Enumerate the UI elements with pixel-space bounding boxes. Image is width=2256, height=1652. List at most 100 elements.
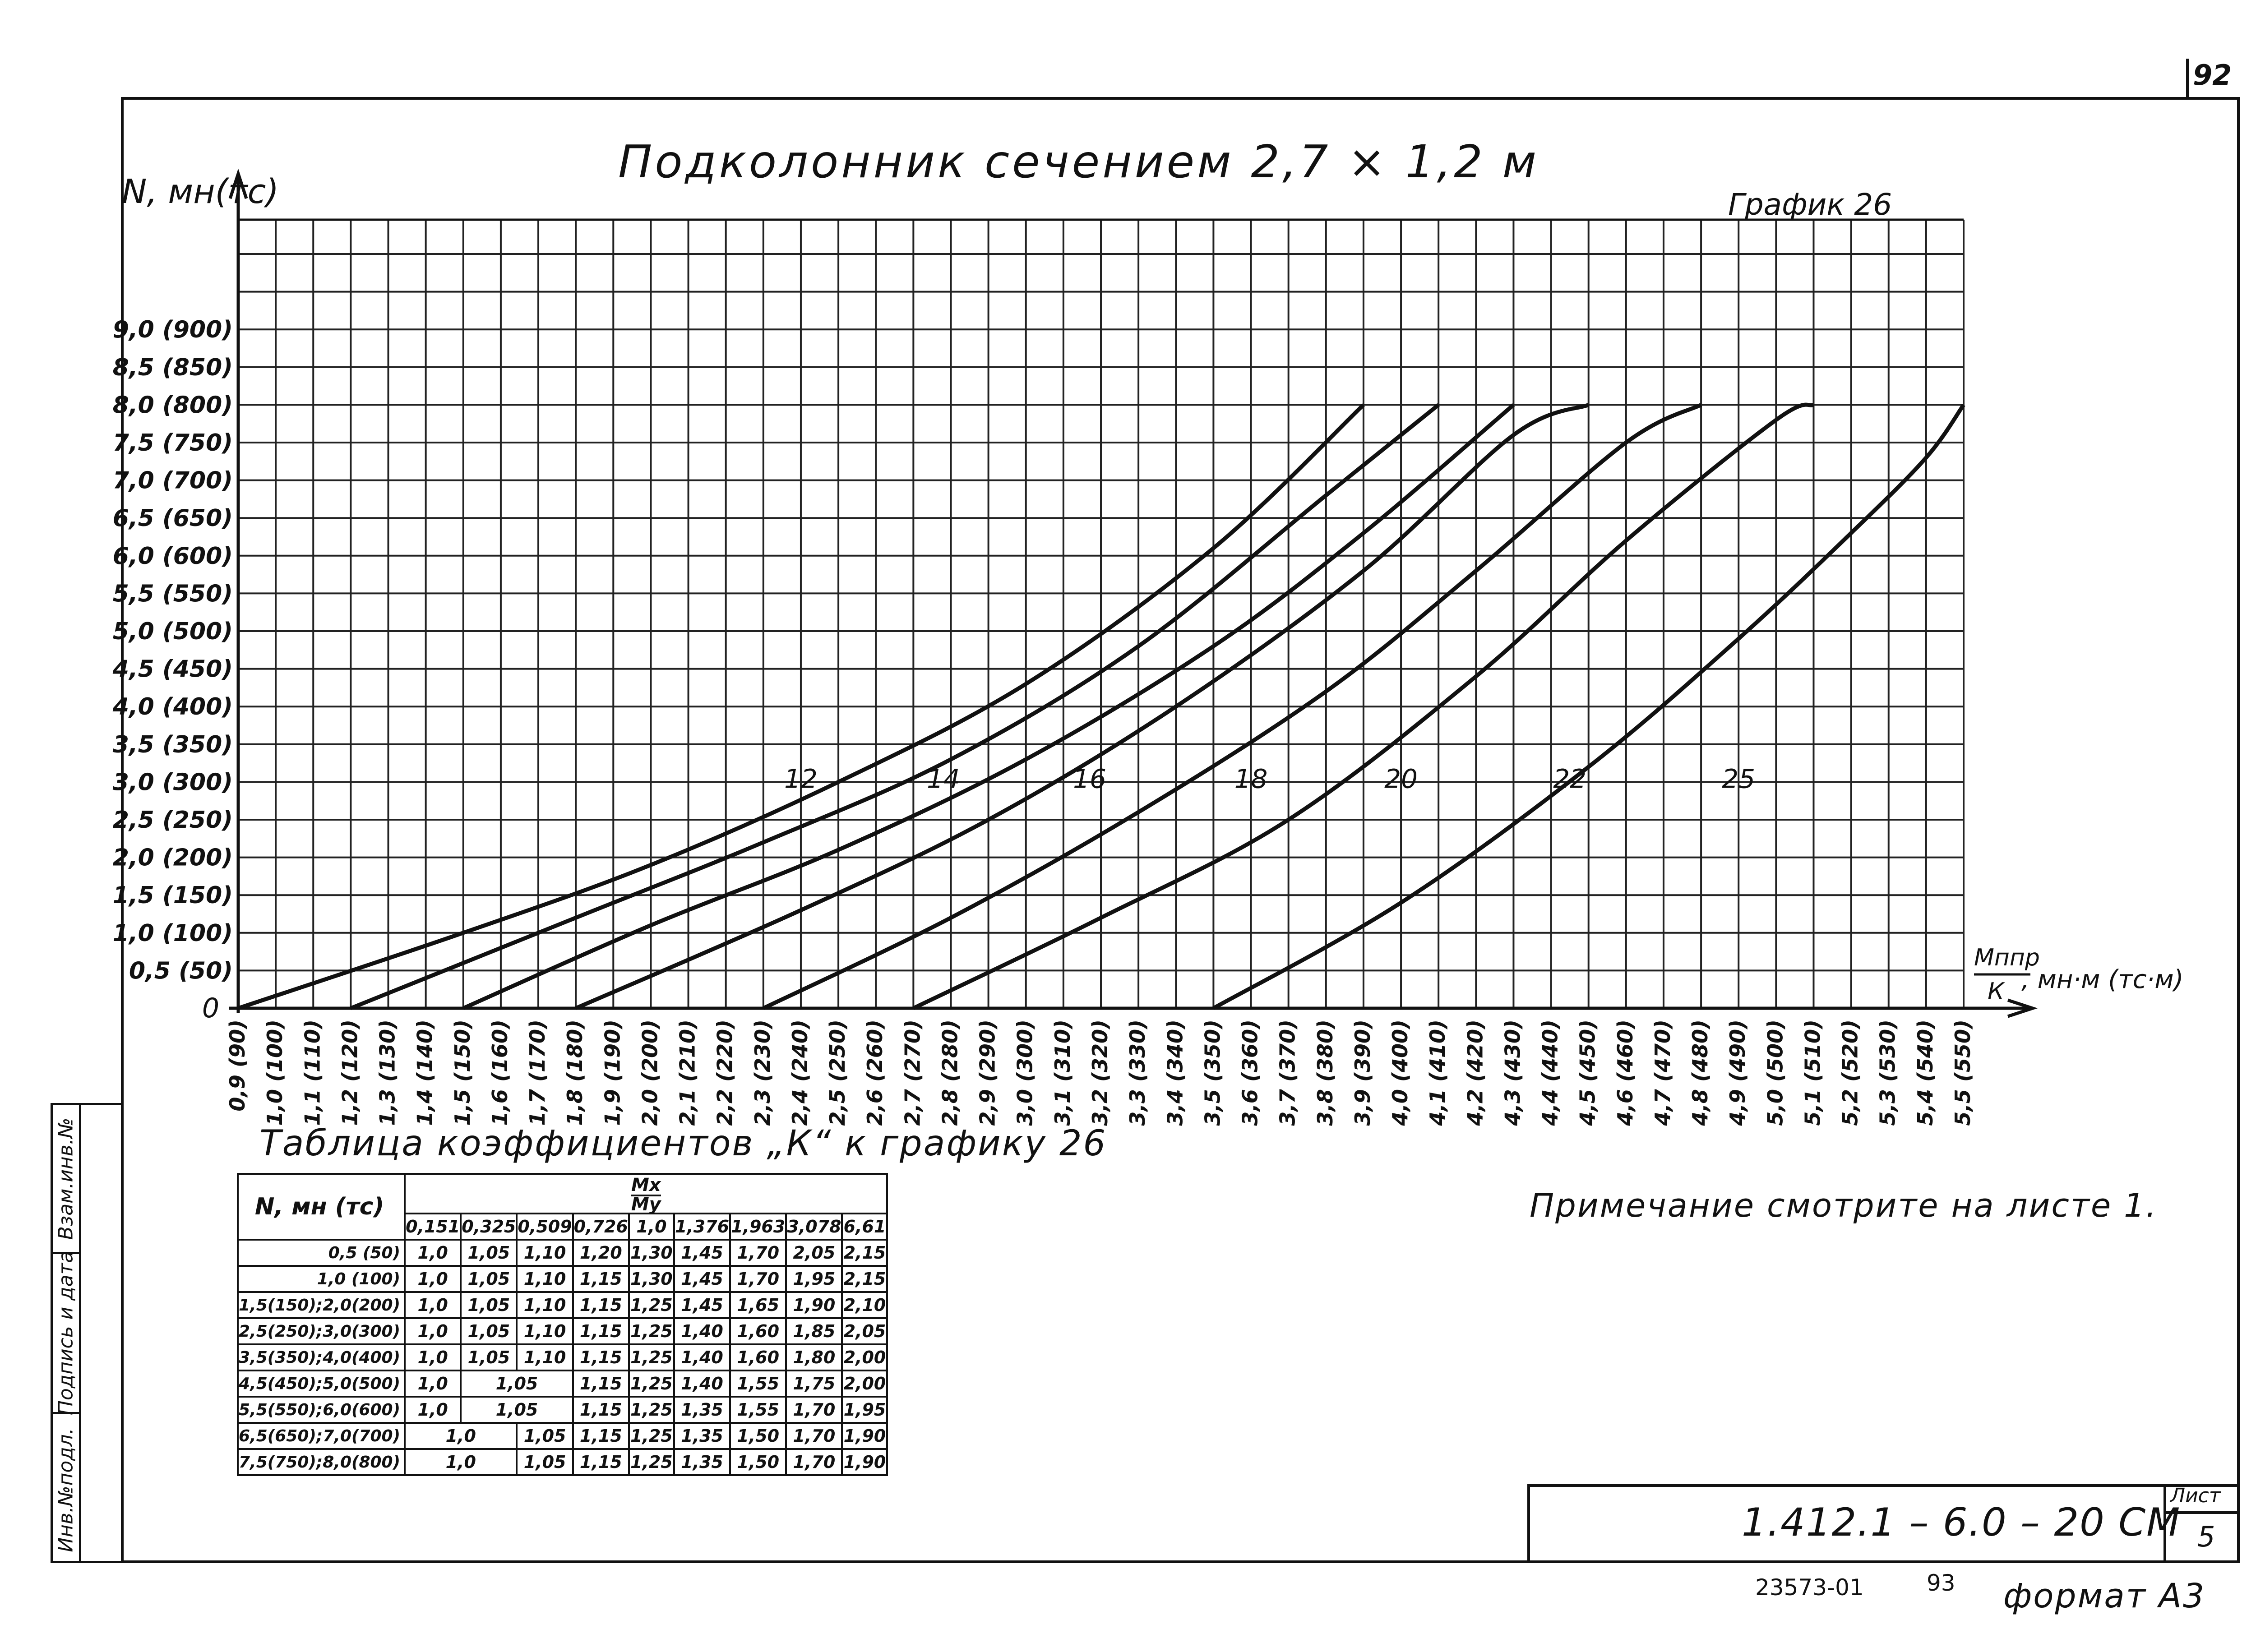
table-cell: 1,05 xyxy=(516,1422,574,1450)
x-tick-label: 3,6 (360) xyxy=(1238,1020,1262,1126)
table-ratio-value: 6,61 xyxy=(841,1213,888,1241)
series-line-12 xyxy=(237,403,1365,1011)
ratio-denominator: Му xyxy=(631,1194,661,1215)
table-cell: 1,40 xyxy=(673,1343,731,1371)
x-tick-label: 3,7 (370) xyxy=(1276,1020,1300,1126)
table-cell: 1,05 xyxy=(460,1370,574,1398)
x-tick-label: 1,5 (150) xyxy=(450,1020,475,1126)
table-ratio-value: 1,963 xyxy=(729,1213,787,1241)
table-cell: 1,50 xyxy=(729,1448,787,1476)
x-tick-label: 2,8 (280) xyxy=(938,1020,962,1126)
table-cell: 1,15 xyxy=(572,1317,630,1345)
table-cell: 1,50 xyxy=(729,1422,787,1450)
table-row: 1,0 (100) 1,0 1,05 1,10 1,15 1,30 1,45 1,70 1,95… xyxy=(236,1265,888,1293)
table-cell: 1,90 xyxy=(785,1291,843,1319)
x-tick-label: 1,0 (100) xyxy=(263,1020,287,1126)
archive-number: 23573-01 xyxy=(1755,1574,1864,1601)
chart-grid xyxy=(237,218,1965,1009)
y-tick-label: 7,5 (750) xyxy=(113,429,233,457)
y-tick-label: 1,0 (100) xyxy=(113,920,233,947)
x-tick-label: 0,9 (90) xyxy=(225,1020,250,1112)
x-tick-label: 2,3 (230) xyxy=(750,1020,775,1126)
side-stamp-label: Подпись и дата xyxy=(54,1251,78,1416)
table-cell: 1,0 xyxy=(404,1317,462,1345)
table-row-label: 4,5(450);5,0(500) xyxy=(236,1370,406,1398)
x-tick-label: 2,4 (240) xyxy=(788,1020,812,1126)
table-row: 4,5(450);5,0(500) 1,0 1,05 1,15 1,25 1,40 1,55… xyxy=(236,1370,888,1398)
table-cell: 2,15 xyxy=(841,1239,888,1267)
x-tick-label: 4,9 (490) xyxy=(1725,1020,1750,1126)
table-cell: 1,0 xyxy=(404,1239,462,1267)
table-cell: 1,20 xyxy=(572,1239,630,1267)
title-block-divider xyxy=(2164,1484,2166,1563)
table-column-header: N, мн (тс) xyxy=(236,1173,406,1241)
x-tick-label: 4,4 (440) xyxy=(1538,1020,1563,1126)
chart-axes xyxy=(228,168,2038,1018)
x-tick-label: 4,3 (430) xyxy=(1500,1020,1525,1126)
table-cell: 1,05 xyxy=(460,1343,518,1371)
table-cell: 2,00 xyxy=(841,1343,888,1371)
x-tick-label: 1,1 (110) xyxy=(300,1020,324,1126)
table-cell: 1,15 xyxy=(572,1422,630,1450)
table-row-label: 7,5(750);8,0(800) xyxy=(236,1448,406,1476)
table-cell: 1,70 xyxy=(729,1265,787,1293)
x-tick-label: 4,0 (400) xyxy=(1388,1020,1412,1126)
table-cell: 1,05 xyxy=(460,1291,518,1319)
table-cell: 1,25 xyxy=(628,1291,675,1319)
table-cell: 1,05 xyxy=(516,1448,574,1476)
side-stamp-divider xyxy=(79,1105,81,1561)
x-tick-label: 5,0 (500) xyxy=(1763,1020,1787,1126)
x-tick-label: 1,4 (140) xyxy=(413,1020,437,1126)
table-row: 7,5(750);8,0(800) 1,0 1,05 1,15 1,25 1,35 1,50… xyxy=(236,1448,888,1476)
table-cell: 1,55 xyxy=(729,1370,787,1398)
table-cell: 2,05 xyxy=(785,1239,843,1267)
y-axis-label: N, мн(тс) xyxy=(122,172,279,211)
y-tick-label: 5,5 (550) xyxy=(113,580,233,607)
table-cell: 1,70 xyxy=(729,1239,787,1267)
table-cell: 1,05 xyxy=(460,1317,518,1345)
y-tick-labels: 0,5 (50) 1,0 (100) 1,5 (150) 2,0 (200) 2,5 (… xyxy=(112,316,233,1024)
k-coefficient-table: N, мн (тс) Мх Му 0,151 0,325 0,509 0,726 1,0 1,3… xyxy=(236,1173,888,1476)
table-cell: 1,15 xyxy=(572,1448,630,1476)
x-tick-label: 2,2 (220) xyxy=(713,1020,737,1126)
table-cell: 1,35 xyxy=(673,1396,731,1424)
x-tick-label: 1,2 (120) xyxy=(337,1020,362,1126)
table-ratio-header: Мх Му xyxy=(404,1173,888,1215)
table-cell: 1,40 xyxy=(673,1317,731,1345)
series-line-16 xyxy=(462,403,1515,1011)
table-cell: 1,70 xyxy=(785,1396,843,1424)
side-stamp-label: Инв.№подл. xyxy=(54,1427,78,1552)
side-stamp: Взам.инв.№ Подпись и дата Инв.№подл. xyxy=(51,1103,122,1563)
y-tick-label: 2,0 (200) xyxy=(113,844,233,872)
note-text: Примечание смотрите на листе 1. xyxy=(1530,1186,2158,1224)
y-axis-arrow xyxy=(228,168,248,199)
table-cell: 1,05 xyxy=(460,1265,518,1293)
x-tick-label: 2,5 (250) xyxy=(825,1020,850,1126)
sheet-label: Лист xyxy=(2170,1484,2221,1507)
series-line-22 xyxy=(912,402,1815,1011)
y-tick-label: 5,0 (500) xyxy=(113,618,233,645)
table-cell: 1,35 xyxy=(673,1422,731,1450)
table-title: Таблица коэффициентов „К“ к графику 26 xyxy=(259,1123,1107,1164)
series-label-18: 18 xyxy=(1234,764,1268,794)
table-cell: 1,60 xyxy=(729,1343,787,1371)
table-ratio-value: 1,376 xyxy=(673,1213,731,1241)
page-number: 92 xyxy=(2193,59,2232,92)
side-stamp-label: Взам.инв.№ xyxy=(54,1117,78,1240)
y-tick-label: 6,0 (600) xyxy=(113,543,233,570)
table-cell: 1,15 xyxy=(572,1265,630,1293)
y-tick-label: 4,0 (400) xyxy=(112,693,233,720)
table-cell: 1,25 xyxy=(628,1448,675,1476)
x-tick-label: 1,3 (130) xyxy=(375,1020,400,1126)
table-cell: 1,40 xyxy=(673,1370,731,1398)
table-cell: 1,25 xyxy=(628,1422,675,1450)
x-tick-label: 2,1 (210) xyxy=(675,1020,700,1126)
y-tick-label: 3,5 (350) xyxy=(113,731,233,758)
table-row-label: 0,5 (50) xyxy=(236,1239,406,1267)
x-tick-label: 4,1 (410) xyxy=(1425,1020,1450,1126)
x-tick-label: 1,9 (190) xyxy=(600,1020,624,1126)
series-label-25: 25 xyxy=(1722,764,1755,794)
table-cell: 1,0 xyxy=(404,1370,462,1398)
y-tick-label: 3,0 (300) xyxy=(113,769,233,796)
